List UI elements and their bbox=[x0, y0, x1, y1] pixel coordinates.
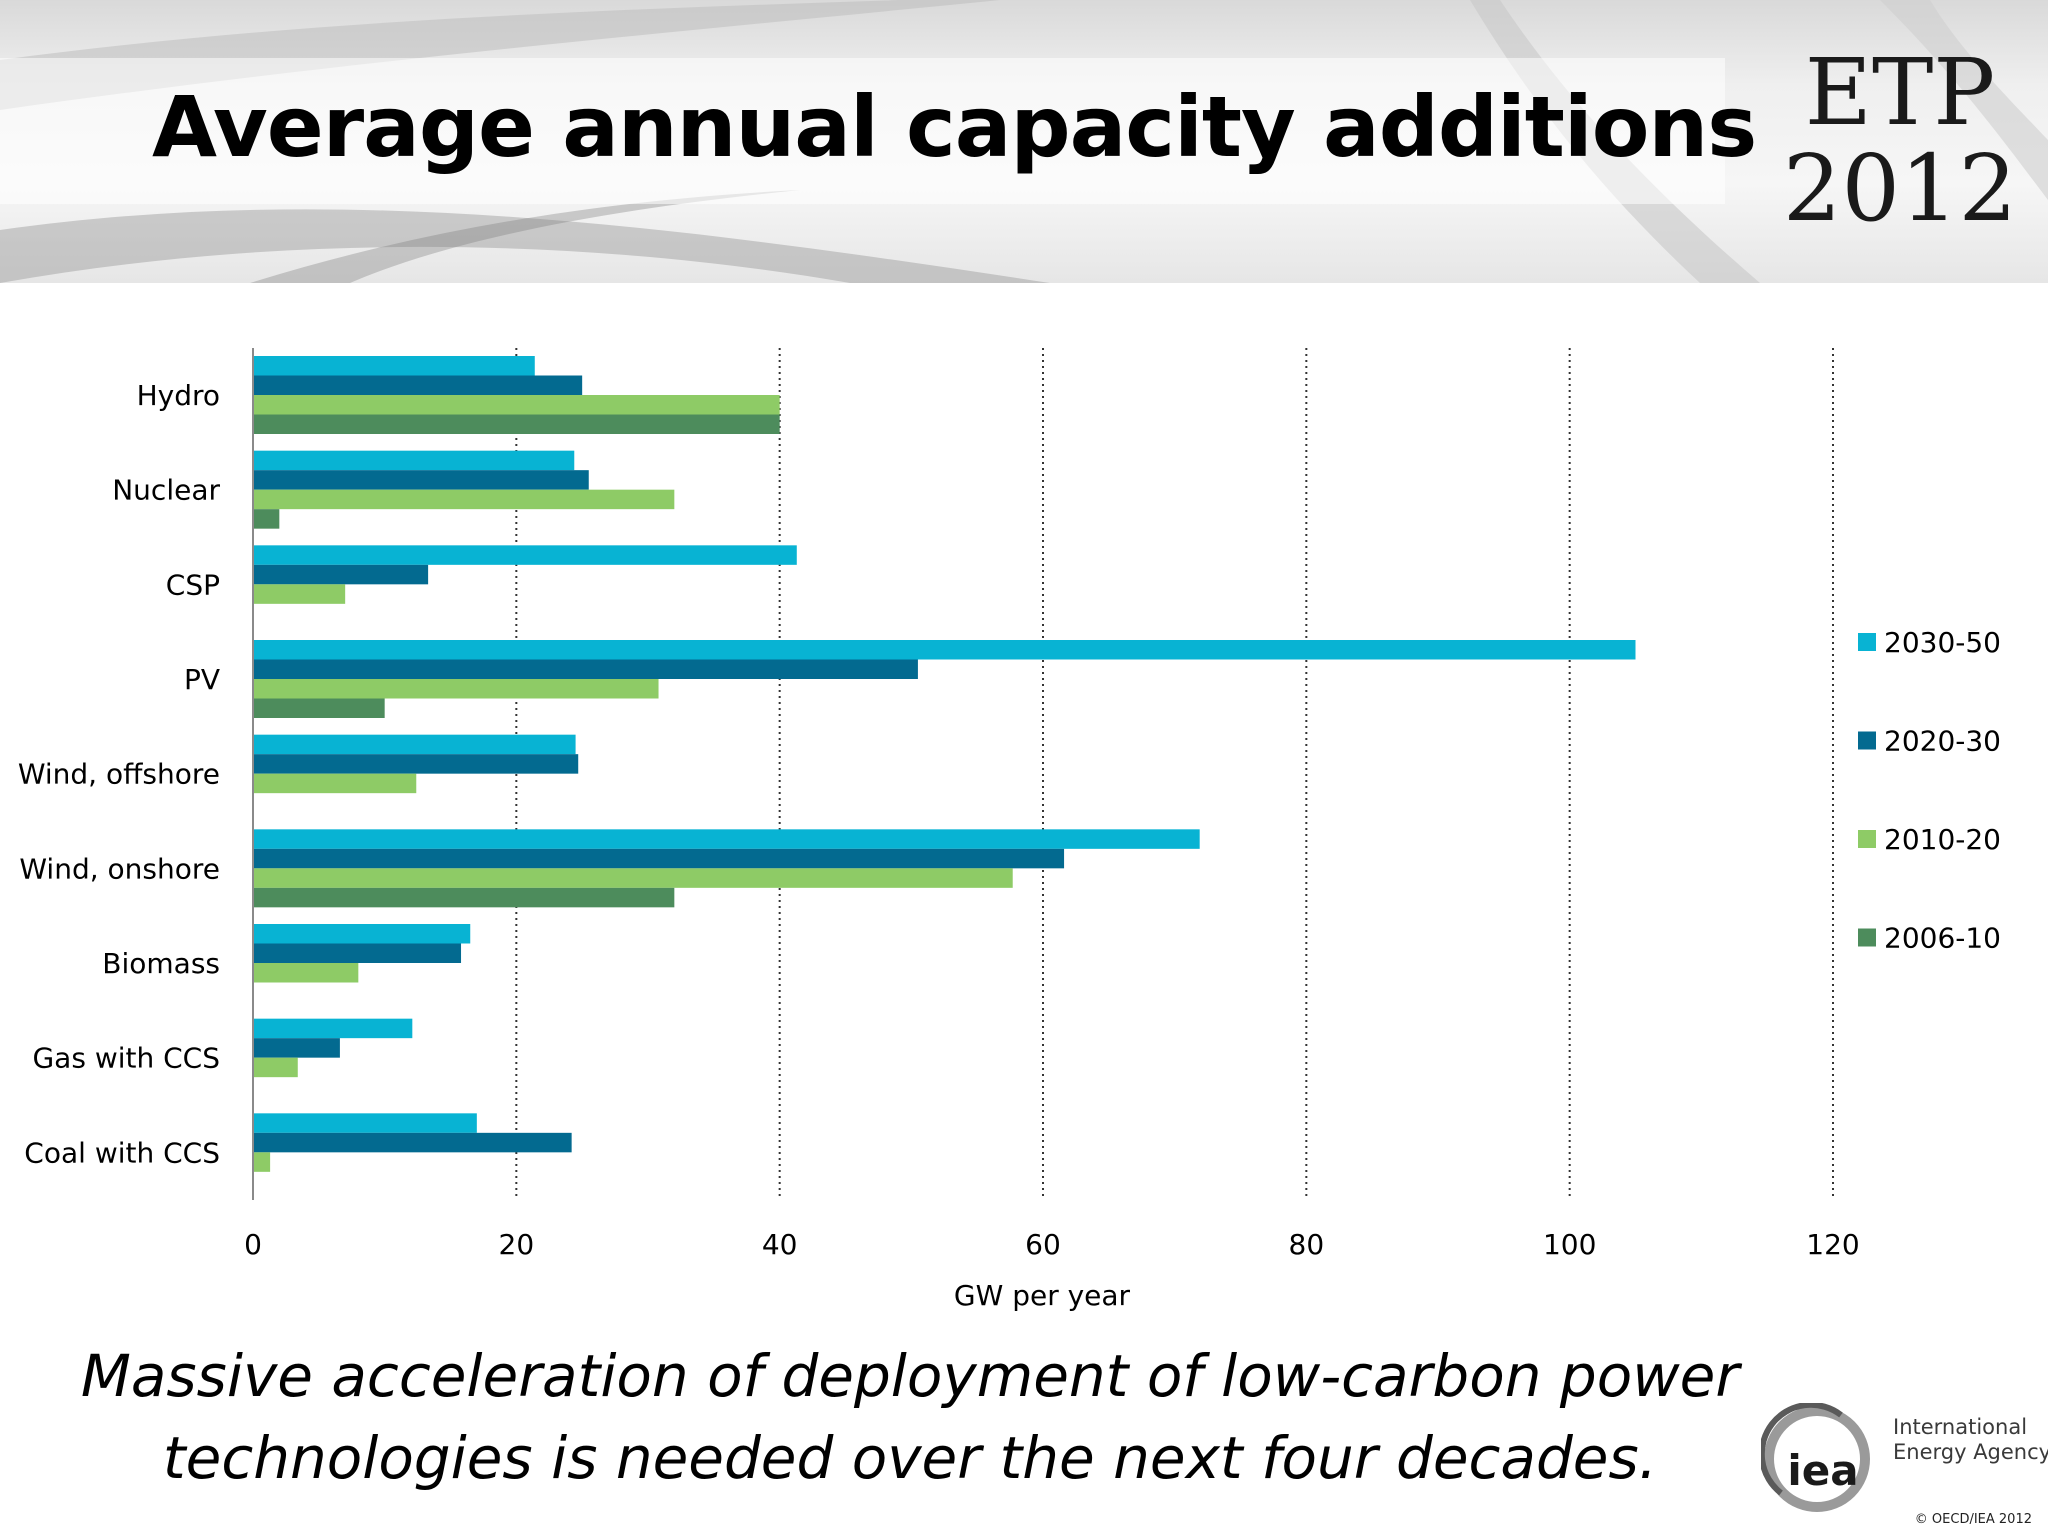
bar-2010-20 bbox=[253, 679, 659, 699]
iea-logo-mark: iea bbox=[1761, 1403, 1870, 1512]
x-axis-label: GW per year bbox=[954, 1279, 1131, 1312]
category-label: Gas with CCS bbox=[32, 1042, 220, 1075]
bar-2030-50 bbox=[253, 924, 471, 944]
bar-2020-30 bbox=[253, 1132, 572, 1153]
category-label: CSP bbox=[166, 568, 220, 601]
bar-2030-50 bbox=[253, 1113, 477, 1133]
bar-2010-20 bbox=[253, 868, 1013, 888]
bar-2006-10 bbox=[253, 698, 385, 718]
etp-logo: ETP 2012 bbox=[1780, 45, 2020, 237]
x-tick-label: 20 bbox=[499, 1228, 535, 1261]
category-label: PV bbox=[184, 663, 220, 696]
bar-2006-10 bbox=[253, 414, 780, 434]
iea-org-name: International Energy Agency bbox=[1893, 1415, 2048, 1465]
iea-logo: iea International Energy Agency bbox=[1755, 1395, 2048, 1525]
x-tick-label: 120 bbox=[1806, 1228, 1859, 1261]
etp-logo-line2: 2012 bbox=[1782, 135, 2018, 242]
bar-2010-20 bbox=[253, 773, 417, 794]
bar-2020-30 bbox=[253, 943, 462, 963]
bar-2020-30 bbox=[253, 659, 918, 679]
bar-2010-20 bbox=[253, 963, 359, 983]
header-banner: Average annual capacity additions ETP 20… bbox=[0, 0, 2048, 283]
bar-2006-10 bbox=[253, 509, 280, 529]
bar-2010-20 bbox=[253, 1057, 298, 1078]
bar-2030-50 bbox=[253, 545, 797, 565]
bar-2020-30 bbox=[253, 754, 579, 774]
category-label: Wind, onshore bbox=[19, 852, 220, 885]
bar-2030-50 bbox=[253, 450, 575, 471]
category-labels: Hydro Nuclear CSP PV Wind, offshore Wind, ons… bbox=[18, 379, 221, 1169]
bar-2030-50 bbox=[253, 1018, 413, 1039]
legend-swatch bbox=[1858, 731, 1876, 750]
x-tick-label: 60 bbox=[1025, 1228, 1061, 1261]
x-tick-label: 100 bbox=[1543, 1228, 1596, 1261]
legend: 2030-50 2020-30 2010-20 2006-10 bbox=[1858, 626, 2001, 955]
bar-2030-50 bbox=[253, 356, 535, 376]
iea-org-line1: International bbox=[1893, 1415, 2028, 1439]
bar-2010-20 bbox=[253, 395, 780, 415]
bar-2030-50 bbox=[253, 829, 1200, 849]
legend-label: 2030-50 bbox=[1884, 626, 2001, 659]
legend-swatch bbox=[1858, 928, 1876, 947]
bar-2006-10 bbox=[253, 887, 675, 908]
bar-2020-30 bbox=[253, 375, 583, 395]
subtitle-line2: technologies is needed over the next fou… bbox=[162, 1424, 1658, 1492]
category-label: Nuclear bbox=[112, 474, 220, 507]
tick-labels: 0 20 40 60 80 100 120 bbox=[244, 1228, 1860, 1261]
grid-lines bbox=[515, 348, 1834, 1200]
bar-chart: Hydro Nuclear CSP PV Wind, offshore Wind, ons… bbox=[18, 348, 2001, 1312]
category-label: Coal with CCS bbox=[24, 1136, 220, 1169]
bar-2020-30 bbox=[253, 564, 429, 585]
bar-2020-30 bbox=[253, 470, 589, 490]
subtitle: Massive acceleration of deployment of lo… bbox=[60, 1335, 1760, 1499]
legend-label: 2020-30 bbox=[1884, 725, 2001, 758]
legend-swatch bbox=[1858, 633, 1876, 651]
category-label: Biomass bbox=[102, 947, 220, 980]
iea-logo-text: iea bbox=[1787, 1446, 1858, 1495]
page-title: Average annual capacity additions bbox=[152, 78, 1757, 176]
category-label: Hydro bbox=[137, 379, 220, 412]
x-tick-label: 80 bbox=[1289, 1228, 1325, 1261]
bar-2030-50 bbox=[253, 640, 1636, 660]
legend-label: 2006-10 bbox=[1884, 922, 2001, 955]
bars bbox=[253, 356, 1636, 1172]
title-band bbox=[0, 58, 1725, 204]
bar-2020-30 bbox=[253, 1038, 340, 1058]
bar-2010-20 bbox=[253, 584, 346, 604]
bar-2010-20 bbox=[253, 489, 675, 510]
category-label: Wind, offshore bbox=[18, 758, 220, 791]
subtitle-line1: Massive acceleration of deployment of lo… bbox=[80, 1342, 1740, 1410]
bar-2020-30 bbox=[253, 848, 1065, 869]
legend-swatch bbox=[1858, 830, 1876, 848]
legend-label: 2010-20 bbox=[1884, 823, 2001, 856]
etp-logo-line1: ETP bbox=[1804, 39, 1996, 146]
copyright-notice: © OECD/IEA 2012 bbox=[1914, 1512, 2032, 1527]
bar-2030-50 bbox=[253, 734, 576, 755]
bar-2010-20 bbox=[253, 1152, 271, 1172]
iea-org-line2: Energy Agency bbox=[1893, 1440, 2048, 1464]
x-tick-label: 40 bbox=[762, 1228, 798, 1261]
x-tick-label: 0 bbox=[244, 1228, 262, 1261]
